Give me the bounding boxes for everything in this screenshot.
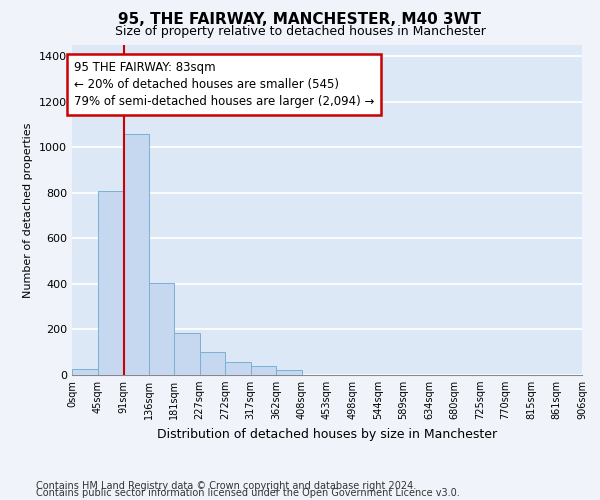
Text: 95, THE FAIRWAY, MANCHESTER, M40 3WT: 95, THE FAIRWAY, MANCHESTER, M40 3WT: [119, 12, 482, 28]
X-axis label: Distribution of detached houses by size in Manchester: Distribution of detached houses by size …: [157, 428, 497, 440]
Bar: [251, 366, 276, 375]
Bar: [199, 352, 225, 375]
Bar: [72, 370, 97, 375]
Bar: [174, 333, 199, 375]
Text: 95 THE FAIRWAY: 83sqm
← 20% of detached houses are smaller (545)
79% of semi-det: 95 THE FAIRWAY: 83sqm ← 20% of detached …: [74, 61, 374, 108]
Bar: [149, 283, 174, 375]
Bar: [97, 190, 123, 375]
Bar: [123, 134, 149, 375]
Text: Contains HM Land Registry data © Crown copyright and database right 2024.: Contains HM Land Registry data © Crown c…: [36, 481, 416, 491]
Text: Size of property relative to detached houses in Manchester: Size of property relative to detached ho…: [115, 25, 485, 38]
Text: Contains public sector information licensed under the Open Government Licence v3: Contains public sector information licen…: [36, 488, 460, 498]
Bar: [225, 362, 251, 375]
Y-axis label: Number of detached properties: Number of detached properties: [23, 122, 34, 298]
Bar: [276, 370, 302, 375]
